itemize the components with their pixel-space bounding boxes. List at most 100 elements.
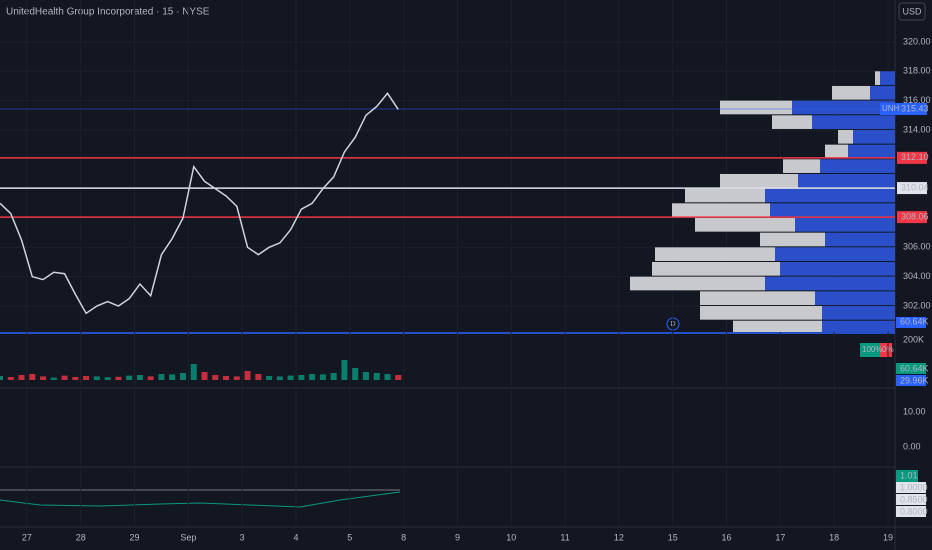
osc-label: 0.8500 xyxy=(900,494,928,504)
volume-bar xyxy=(395,375,402,380)
x-tick-label: 27 xyxy=(22,532,32,542)
x-tick-label: 9 xyxy=(455,532,460,542)
profile-buy xyxy=(815,291,895,306)
profile-buy xyxy=(825,232,895,247)
volume-tick: 200K xyxy=(903,334,924,344)
profile-sell xyxy=(783,159,820,173)
volume-bar xyxy=(158,374,165,380)
profile-buy xyxy=(770,203,895,217)
profile-buy xyxy=(765,188,895,203)
osc-label: 0.8000 xyxy=(900,506,928,516)
y-tick-label: 302.00 xyxy=(903,300,931,310)
profile-buy xyxy=(795,217,895,232)
x-tick-label: 17 xyxy=(775,532,785,542)
price-line xyxy=(0,92,399,315)
profile-buy xyxy=(848,144,895,159)
volume-bar xyxy=(201,372,208,380)
profile-sell xyxy=(685,188,765,203)
x-tick-label: 18 xyxy=(829,532,839,542)
profile-sell xyxy=(733,320,822,332)
profile-sell xyxy=(760,232,825,247)
volume-bar xyxy=(50,377,57,380)
x-tick-label: Sep xyxy=(180,532,196,542)
y-tick-label: 316.00 xyxy=(903,95,931,105)
x-tick-label: 4 xyxy=(293,532,298,542)
profile-buy xyxy=(820,159,895,173)
osc-box xyxy=(896,506,926,517)
profile-sell xyxy=(700,306,822,320)
profile-buy xyxy=(765,276,895,291)
volume-bar xyxy=(72,377,79,380)
volume-bar xyxy=(212,375,219,380)
y-tick-label: 304.00 xyxy=(903,271,931,281)
volume-label-box xyxy=(896,317,926,328)
volume-bar xyxy=(255,374,262,380)
level-label: 312.10 xyxy=(901,152,929,162)
profile-sell xyxy=(700,291,815,306)
sell-share-box xyxy=(880,343,892,357)
volume-bar xyxy=(298,375,305,380)
profile-sell xyxy=(825,144,848,159)
currency-button[interactable] xyxy=(898,2,926,21)
vol-last: 29.96K xyxy=(900,375,929,385)
volume-bar xyxy=(330,373,337,380)
profile-buy xyxy=(780,261,895,276)
buy-share: 100% xyxy=(862,345,882,354)
osc-label: 1.01 xyxy=(900,470,918,480)
volume-bar xyxy=(179,373,186,380)
x-tick-label: 8 xyxy=(401,532,406,542)
vol-label-box xyxy=(896,363,926,374)
indicator-tick: 10.00 xyxy=(903,406,926,416)
volume-bar xyxy=(93,376,100,380)
volume-bar xyxy=(29,374,36,380)
x-tick-label: 12 xyxy=(614,532,624,542)
volume-bar xyxy=(7,377,14,380)
level-label: 315.43 xyxy=(901,103,929,113)
profile-buy xyxy=(775,247,895,261)
profile-buy xyxy=(792,100,895,115)
buy-share-box xyxy=(860,343,880,357)
volume-bar xyxy=(147,376,154,380)
profile-sell xyxy=(720,173,798,188)
y-tick-label: 306.00 xyxy=(903,242,931,252)
profile-sell xyxy=(875,71,880,85)
profile-buy xyxy=(822,320,895,332)
volume-bar xyxy=(362,372,369,380)
profile-buy xyxy=(798,173,895,188)
profile-sell xyxy=(838,129,853,144)
volume-bar xyxy=(0,376,3,380)
symbol-label: UNH xyxy=(882,104,900,113)
profile-sell xyxy=(772,115,812,129)
currency: USD xyxy=(902,6,922,16)
volume-bar xyxy=(18,375,25,380)
x-tick-label: 15 xyxy=(668,532,678,542)
volume-bar xyxy=(104,377,111,380)
profile-sell xyxy=(652,261,780,276)
level-label-box xyxy=(897,102,927,115)
volume-bar xyxy=(126,375,133,380)
volume-bar xyxy=(223,376,230,380)
indicator-tick: 0.00 xyxy=(903,441,921,451)
volume-bar xyxy=(61,375,68,380)
profile-sell xyxy=(720,100,792,115)
x-tick-label: 29 xyxy=(130,532,140,542)
vol-label-box xyxy=(896,375,926,386)
y-tick-label: 320.00 xyxy=(903,36,931,46)
volume-bar xyxy=(287,375,294,380)
profile-buy xyxy=(822,306,895,320)
x-tick-label: 28 xyxy=(76,532,86,542)
volume-bar xyxy=(244,371,251,380)
y-tick-label: 314.00 xyxy=(903,124,931,134)
profile-buy xyxy=(853,129,895,144)
profile-sell xyxy=(695,217,795,232)
x-tick-label: 16 xyxy=(722,532,732,542)
volume-bar xyxy=(309,374,316,380)
profile-buy xyxy=(870,85,895,100)
volume-bar xyxy=(83,376,90,380)
profile-sell xyxy=(672,203,770,217)
osc-box xyxy=(896,470,918,482)
volume-bar xyxy=(169,374,176,380)
volume-bar xyxy=(276,376,283,380)
level-label-box xyxy=(897,211,927,224)
